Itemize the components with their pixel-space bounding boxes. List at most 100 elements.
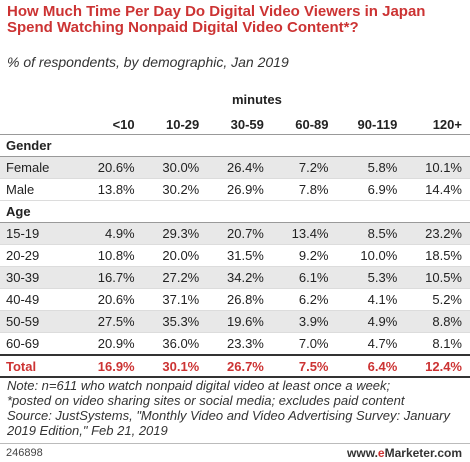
corner-cell [0, 114, 78, 135]
table-row: 30-39 16.7% 27.2% 34.2% 6.1% 5.3% 10.5% [0, 266, 470, 289]
total-cell: 7.5% [271, 354, 337, 378]
data-cell: 30.2% [142, 178, 208, 201]
row-label: 20-29 [0, 244, 78, 267]
section-label: Gender [0, 134, 470, 157]
unit-label: minutes [232, 92, 282, 107]
data-cell: 34.2% [207, 266, 272, 289]
data-cell: 19.6% [207, 310, 272, 333]
chart-id: 246898 [6, 447, 43, 459]
brand-logo: www.eMarketer.com [347, 446, 462, 460]
data-cell: 36.0% [142, 332, 208, 356]
table-row: 15-19 4.9% 29.3% 20.7% 13.4% 8.5% 23.2% [0, 222, 470, 245]
total-cell: 30.1% [142, 354, 208, 378]
data-cell: 10.8% [78, 244, 143, 267]
data-cell: 4.1% [336, 288, 406, 311]
data-cell: 37.1% [142, 288, 208, 311]
data-cell: 7.2% [271, 156, 337, 179]
data-cell: 6.2% [271, 288, 337, 311]
row-label: 40-49 [0, 288, 78, 311]
column-header: 30-59 [207, 114, 272, 135]
data-cell: 16.7% [78, 266, 143, 289]
data-table: <10 10-29 30-59 60-89 90-119 120+ Gender Femal… [0, 114, 470, 378]
column-header: 90-119 [336, 114, 406, 135]
total-cell: 16.9% [78, 354, 143, 378]
data-cell: 8.1% [405, 332, 470, 356]
data-cell: 27.2% [142, 266, 208, 289]
footnote-line: Note: n=611 who watch nonpaid digital vi… [7, 378, 391, 393]
data-cell: 10.1% [405, 156, 470, 179]
row-label: Male [0, 178, 78, 201]
table-row: Male 13.8% 30.2% 26.9% 7.8% 6.9% 14.4% [0, 178, 470, 201]
data-cell: 9.2% [271, 244, 337, 267]
total-cell: 12.4% [405, 354, 470, 378]
column-header: <10 [78, 114, 143, 135]
data-cell: 5.3% [336, 266, 406, 289]
brand-e: e [377, 446, 385, 460]
data-cell: 14.4% [405, 178, 470, 201]
data-cell: 4.9% [78, 222, 143, 245]
data-cell: 10.0% [336, 244, 406, 267]
section-header-row: Gender [0, 134, 470, 157]
data-cell: 10.5% [405, 266, 470, 289]
brand-suffix: .com [433, 446, 462, 460]
data-cell: 7.0% [271, 332, 337, 356]
row-label: 50-59 [0, 310, 78, 333]
data-cell: 5.8% [336, 156, 406, 179]
brand-name: Marketer [384, 446, 434, 460]
data-cell: 23.3% [207, 332, 272, 356]
footnote-line: *posted on video sharing sites or social… [7, 393, 405, 408]
chart-title: How Much Time Per Day Do Digital Video V… [7, 3, 426, 36]
data-cell: 6.9% [336, 178, 406, 201]
data-cell: 26.9% [207, 178, 272, 201]
brand-prefix: www. [347, 446, 378, 460]
total-label: Total [0, 354, 78, 378]
data-cell: 8.5% [336, 222, 406, 245]
total-cell: 6.4% [336, 354, 406, 378]
data-cell: 5.2% [405, 288, 470, 311]
data-cell: 13.4% [271, 222, 337, 245]
data-cell: 30.0% [142, 156, 208, 179]
row-label: 15-19 [0, 222, 78, 245]
footnote-line: 2019 Edition," Feb 21, 2019 [7, 423, 168, 438]
column-header: 120+ [405, 114, 470, 135]
data-cell: 3.9% [271, 310, 337, 333]
data-cell: 31.5% [207, 244, 272, 267]
table-row: 60-69 20.9% 36.0% 23.3% 7.0% 4.7% 8.1% [0, 332, 470, 356]
data-cell: 26.4% [207, 156, 272, 179]
data-cell: 13.8% [78, 178, 143, 201]
data-cell: 20.0% [142, 244, 208, 267]
data-cell: 20.9% [78, 332, 143, 356]
table-row: 50-59 27.5% 35.3% 19.6% 3.9% 4.9% 8.8% [0, 310, 470, 333]
table-row: 40-49 20.6% 37.1% 26.8% 6.2% 4.1% 5.2% [0, 288, 470, 311]
table-body: Gender Female 20.6% 30.0% 26.4% 7.2% 5.8% 10.1%… [0, 134, 470, 378]
data-cell: 6.1% [271, 266, 337, 289]
data-cell: 29.3% [142, 222, 208, 245]
total-cell: 26.7% [207, 354, 272, 378]
data-cell: 8.8% [405, 310, 470, 333]
footnote-line: Source: JustSystems, "Monthly Video and … [7, 408, 450, 423]
row-label: 30-39 [0, 266, 78, 289]
data-cell: 35.3% [142, 310, 208, 333]
table-row: Female 20.6% 30.0% 26.4% 7.2% 5.8% 10.1% [0, 156, 470, 179]
footer: 246898 www.eMarketer.com [0, 443, 470, 462]
data-cell: 18.5% [405, 244, 470, 267]
section-label: Age [0, 200, 470, 223]
row-label: Female [0, 156, 78, 179]
chart-subtitle: % of respondents, by demographic, Jan 20… [7, 54, 289, 70]
column-header: 60-89 [271, 114, 337, 135]
data-cell: 23.2% [405, 222, 470, 245]
footnote: Note: n=611 who watch nonpaid digital vi… [7, 378, 465, 438]
data-cell: 20.7% [207, 222, 272, 245]
data-cell: 7.8% [271, 178, 337, 201]
table-row: 20-29 10.8% 20.0% 31.5% 9.2% 10.0% 18.5% [0, 244, 470, 267]
data-cell: 20.6% [78, 156, 143, 179]
data-cell: 4.7% [336, 332, 406, 356]
column-header: 10-29 [142, 114, 208, 135]
row-label: 60-69 [0, 332, 78, 356]
total-row: Total 16.9% 30.1% 26.7% 7.5% 6.4% 12.4% [0, 354, 470, 378]
data-cell: 27.5% [78, 310, 143, 333]
data-cell: 4.9% [336, 310, 406, 333]
section-header-row: Age [0, 200, 470, 223]
data-cell: 20.6% [78, 288, 143, 311]
data-cell: 26.8% [207, 288, 272, 311]
